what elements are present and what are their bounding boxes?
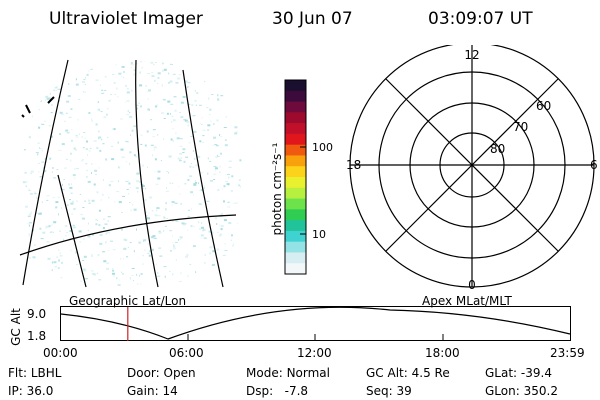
colorbar-band: [285, 230, 306, 243]
colorbar-band: [285, 220, 306, 232]
latitude-line: [19, 214, 237, 256]
timeline-axis-title: GC Alt: [9, 308, 23, 346]
longitude-line: [135, 59, 159, 288]
colorbar: [284, 79, 307, 275]
colorbar-units-label: photon cm⁻²s⁻¹: [270, 142, 284, 236]
colorbar-band: [285, 112, 306, 124]
longitude-line: [22, 59, 69, 286]
status-seq: Seq: 39: [366, 384, 412, 398]
colorbar-band: [285, 187, 306, 200]
timeline-xtick-0000: 00:00: [43, 346, 78, 360]
timeline-ytick-low: 1.8: [27, 329, 47, 343]
polar-mlt-plot[interactable]: 12 18 6 0 60 70 80: [340, 45, 600, 295]
uv-emission-speckles: [22, 61, 242, 287]
status-ip: IP: 36.0: [8, 384, 54, 398]
colorbar-band: [285, 144, 306, 157]
colorbar-band: [285, 198, 306, 210]
mlt-label-0: 0: [468, 278, 476, 292]
status-mode: Mode: Normal: [246, 366, 330, 380]
instrument-title: Ultraviolet Imager: [49, 9, 203, 29]
mlt-label-6: 6: [590, 158, 598, 172]
timeline-xtick-1800: 18:00: [425, 346, 460, 360]
orbit-timeline-plot[interactable]: [60, 306, 572, 342]
status-glat: GLat: -39.4: [485, 366, 552, 380]
colorbar-band: [285, 252, 306, 264]
colorbar-band: [285, 90, 306, 103]
colorbar-band: [285, 123, 306, 135]
colorbar-tick-10: 10: [312, 228, 326, 241]
longitude-line: [57, 174, 87, 288]
mlat-label-70: 70: [513, 120, 528, 134]
timeline-xtick-1200: 12:00: [297, 346, 332, 360]
colorbar-band: [285, 80, 306, 92]
mlt-label-12: 12: [464, 48, 479, 62]
timeline-left-label: Geographic Lat/Lon: [69, 294, 187, 308]
status-door: Door: Open: [127, 366, 196, 380]
status-gain: Gain: 14: [127, 384, 178, 398]
colorbar-band: [285, 177, 306, 189]
mlat-label-60: 60: [536, 99, 551, 113]
geographic-image-panel[interactable]: [18, 55, 246, 290]
observation-time: 03:09:07 UT: [428, 9, 533, 29]
colorbar-band: [285, 166, 306, 178]
colorbar-band: [285, 241, 306, 254]
timeline-right-label: Apex MLat/MLT: [422, 294, 512, 308]
observation-date: 30 Jun 07: [272, 9, 353, 29]
colorbar-band: [285, 263, 306, 275]
colorbar-band: [285, 209, 306, 221]
timeline-xtick-2359: 23:59: [550, 346, 585, 360]
status-filter: Flt: LBHL: [8, 366, 62, 380]
colorbar-band: [285, 101, 306, 113]
mlat-label-80: 80: [490, 142, 505, 156]
colorbar-band: [285, 133, 306, 146]
timeline-ytick-high: 9.0: [27, 307, 47, 321]
mlt-label-18: 18: [346, 158, 361, 172]
status-glon: GLon: 350.2: [485, 384, 558, 398]
status-dsp: Dsp: -7.8: [246, 384, 309, 398]
colorbar-band: [285, 155, 306, 167]
gc-altitude-curve: [60, 306, 571, 340]
longitude-line: [182, 69, 224, 288]
timeline-xtick-0600: 06:00: [169, 346, 204, 360]
coastline-fragment: [21, 96, 55, 118]
status-gc-alt: GC Alt: 4.5 Re: [366, 366, 450, 380]
colorbar-tick-100: 100: [312, 141, 333, 154]
